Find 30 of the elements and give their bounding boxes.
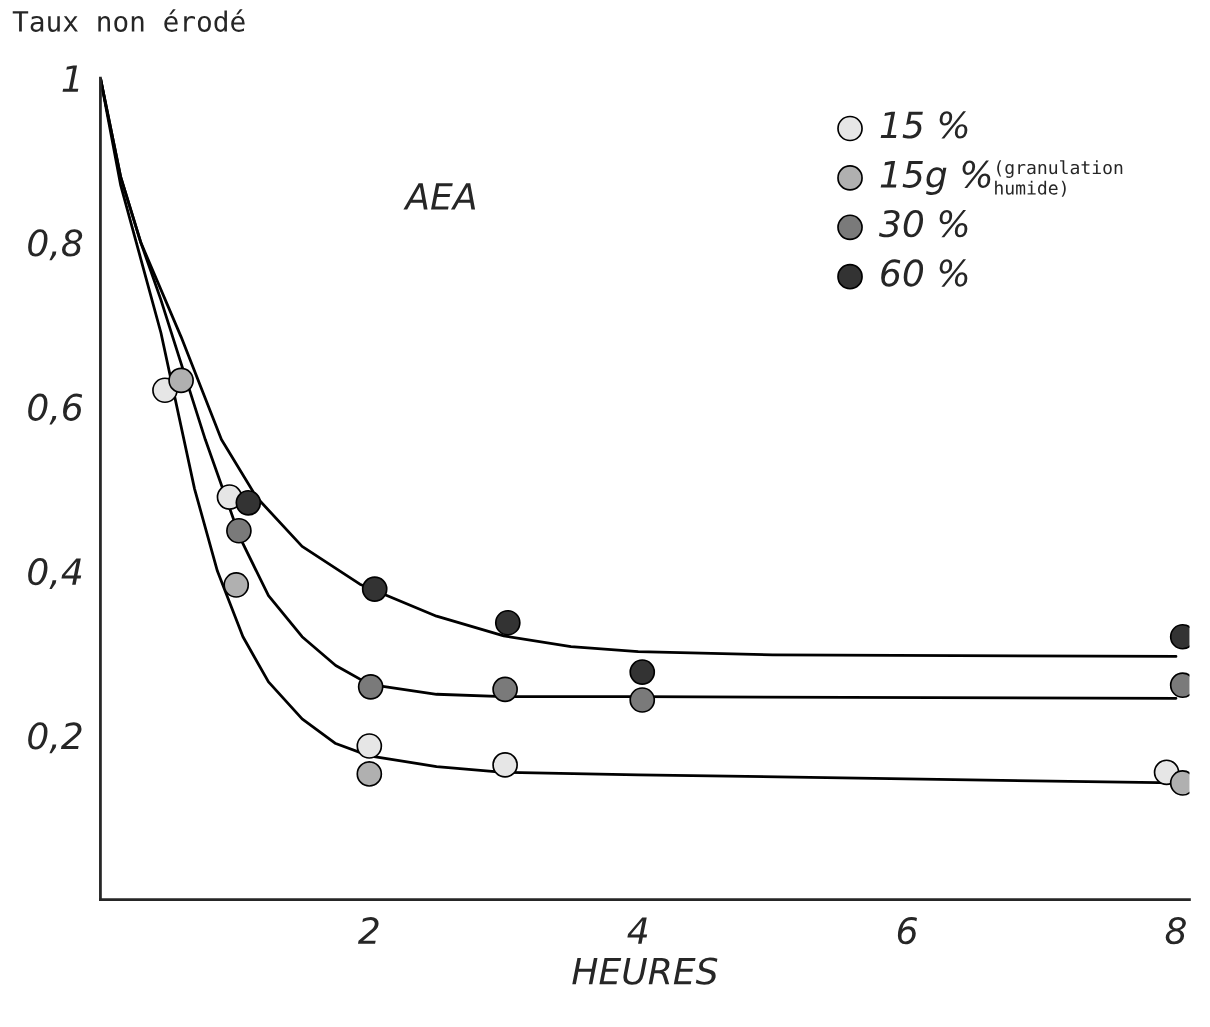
point xyxy=(361,576,388,602)
point xyxy=(492,752,518,778)
point xyxy=(357,673,384,700)
y-axis-title: Taux non érodé xyxy=(12,9,245,32)
annotation: AEA xyxy=(403,183,476,210)
y-tick-label: 0,4 xyxy=(28,557,82,589)
legend-label: 15 % xyxy=(880,111,968,139)
point xyxy=(235,489,262,516)
legend-label: 60 % xyxy=(881,259,968,287)
x-tick-label: 4 xyxy=(627,917,648,944)
legend-label: 15g % xyxy=(880,160,991,195)
point xyxy=(356,761,383,787)
y-tick-label: 0,8 xyxy=(28,229,83,261)
point xyxy=(223,572,250,598)
y-tick-label: 1 xyxy=(62,65,79,92)
point xyxy=(629,659,656,685)
point xyxy=(629,687,656,713)
point xyxy=(492,676,518,703)
y-tick-label: 0,6 xyxy=(28,393,83,425)
point xyxy=(168,367,194,394)
x-axis-title: HEURES xyxy=(572,957,718,985)
x-tick-label: 2 xyxy=(357,916,379,944)
x-tick-label: 8 xyxy=(1165,916,1186,945)
point xyxy=(494,609,521,636)
annotation: (granulation humide) xyxy=(995,160,1123,197)
x-tick-label: 6 xyxy=(897,916,917,945)
point xyxy=(226,517,252,544)
legend-label: 30 % xyxy=(878,209,968,238)
point xyxy=(356,733,383,759)
y-tick-label: 0,2 xyxy=(28,722,82,754)
